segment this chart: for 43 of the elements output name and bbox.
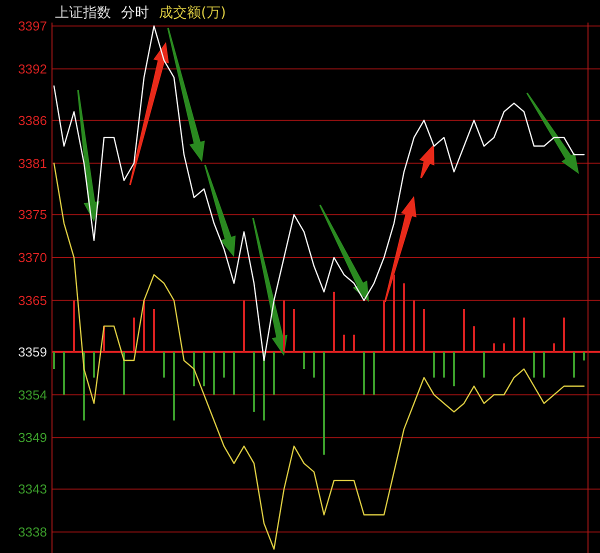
bar xyxy=(363,352,365,395)
bar xyxy=(443,352,445,378)
bar xyxy=(373,352,375,395)
bar xyxy=(483,352,485,378)
y-tick-label: 3338 xyxy=(18,524,47,540)
y-tick-label: 3349 xyxy=(18,430,47,446)
y-tick-label: 3359 xyxy=(18,344,47,360)
y-tick-label: 3370 xyxy=(18,250,47,266)
text: 成交额(万) xyxy=(159,5,226,21)
bar xyxy=(63,352,65,395)
bar xyxy=(313,352,315,378)
y-tick-label: 3343 xyxy=(18,482,47,497)
bar xyxy=(173,352,175,420)
line-series xyxy=(53,162,585,550)
bar xyxy=(273,352,275,395)
y-tick-label: 3386 xyxy=(18,112,47,128)
y-tick-label: 3365 xyxy=(18,292,47,308)
bar xyxy=(573,352,575,378)
bar xyxy=(163,352,165,378)
bar xyxy=(533,352,535,378)
bar xyxy=(193,352,195,386)
bar xyxy=(233,352,235,395)
bar xyxy=(253,352,255,412)
bar xyxy=(453,352,455,386)
bar xyxy=(303,352,305,370)
bar xyxy=(93,352,95,378)
y-tick-label: 3375 xyxy=(18,207,47,222)
bar xyxy=(583,352,585,360)
bar xyxy=(53,352,55,370)
y-tick-label: 3397 xyxy=(18,18,47,34)
y-tick-label: 3381 xyxy=(18,156,47,171)
line-series xyxy=(53,25,585,362)
bar xyxy=(543,352,545,378)
chart-title: 分时 xyxy=(121,5,149,21)
bar xyxy=(123,352,125,395)
y-tick-label: 3354 xyxy=(18,387,47,402)
bar xyxy=(213,352,215,395)
bar xyxy=(433,352,435,378)
text: 上证指数 xyxy=(55,5,111,21)
bar xyxy=(203,352,205,386)
bar xyxy=(323,352,325,455)
bar xyxy=(223,352,225,378)
y-tick-label: 3392 xyxy=(18,61,47,76)
